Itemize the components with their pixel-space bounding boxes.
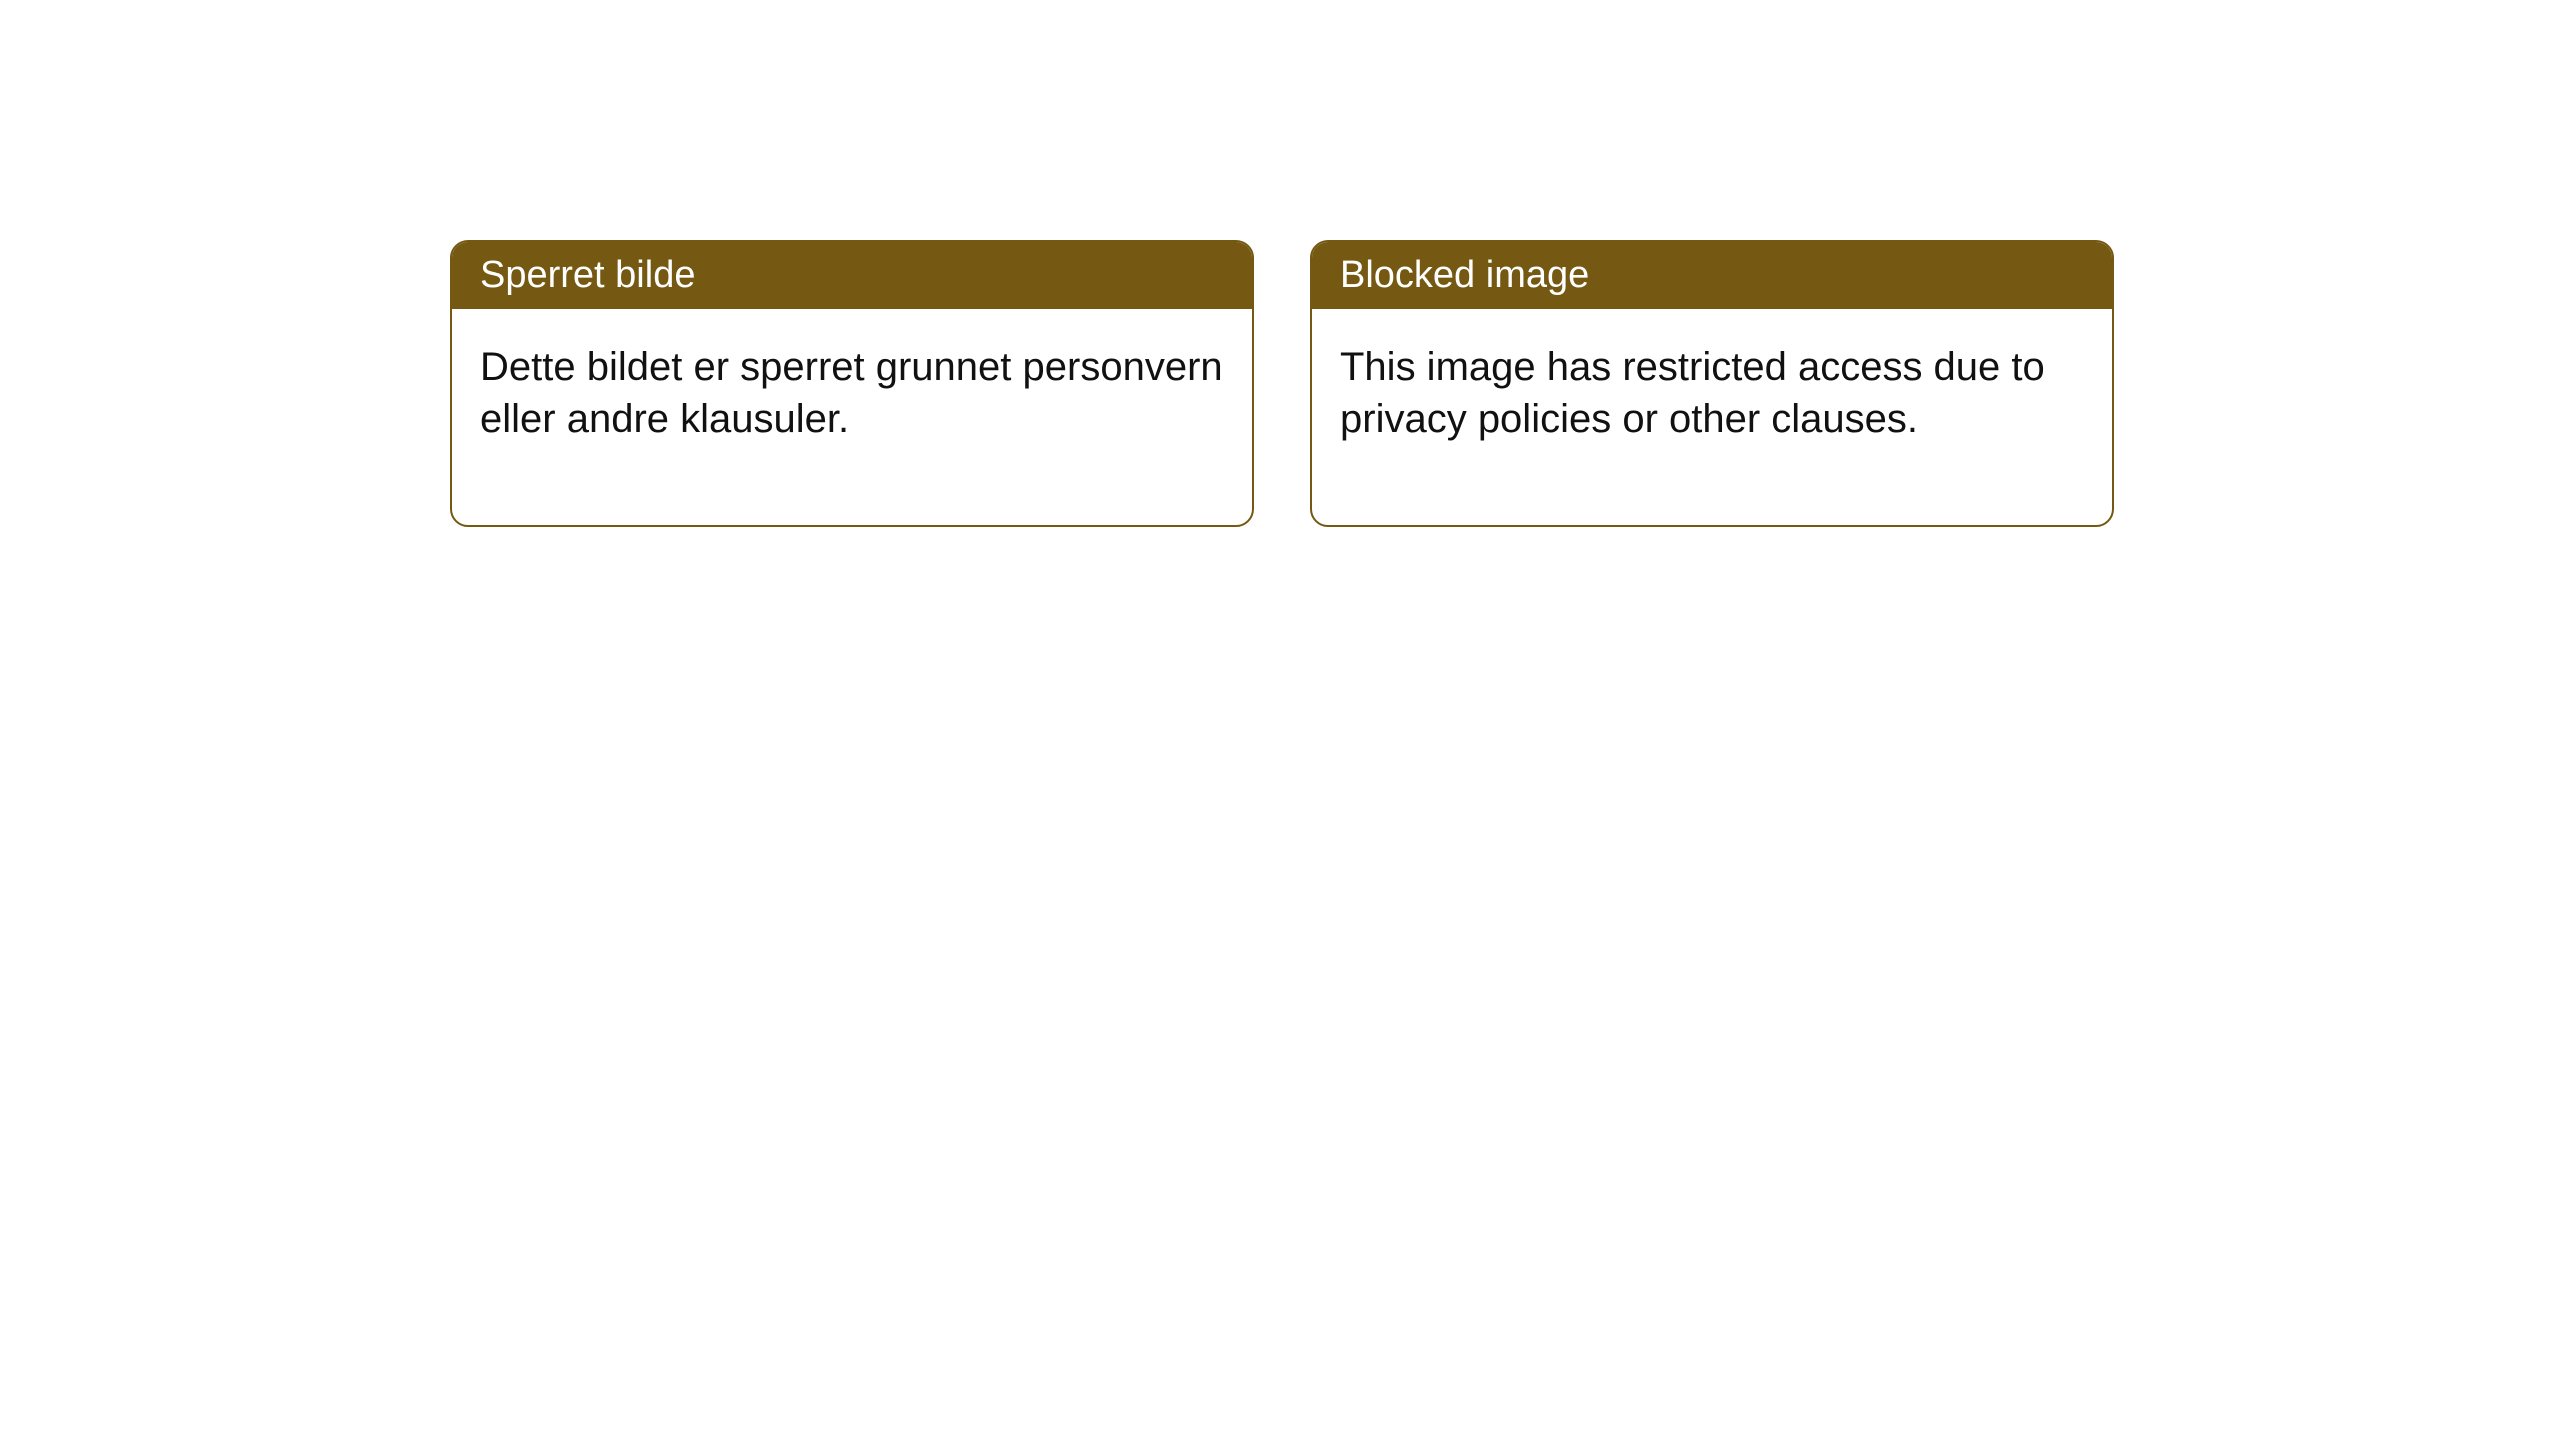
notice-card-english: Blocked image This image has restricted … <box>1310 240 2114 527</box>
card-body: Dette bildet er sperret grunnet personve… <box>452 309 1252 525</box>
card-header: Sperret bilde <box>452 242 1252 309</box>
card-header: Blocked image <box>1312 242 2112 309</box>
notice-container: Sperret bilde Dette bildet er sperret gr… <box>450 240 2114 527</box>
card-body: This image has restricted access due to … <box>1312 309 2112 525</box>
notice-card-norwegian: Sperret bilde Dette bildet er sperret gr… <box>450 240 1254 527</box>
